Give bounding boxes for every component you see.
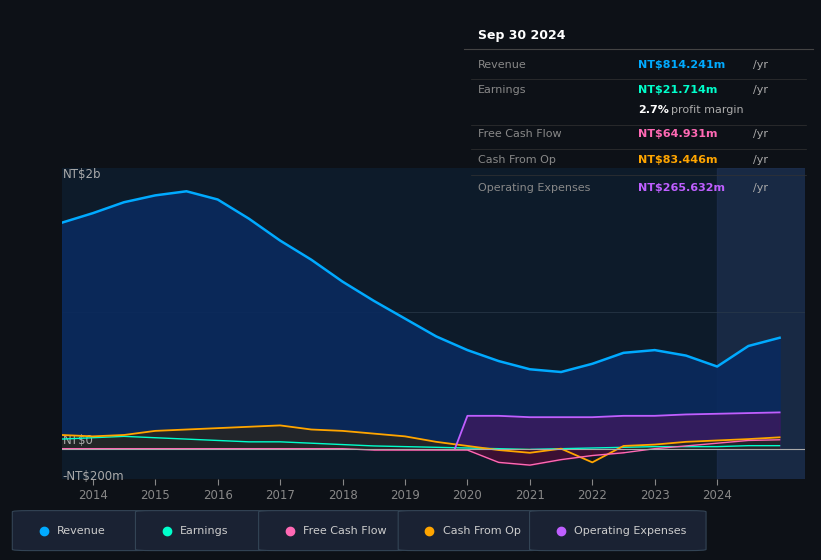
- Text: NT$83.446m: NT$83.446m: [639, 155, 718, 165]
- Text: NT$0: NT$0: [63, 435, 94, 447]
- Text: /yr: /yr: [754, 129, 768, 139]
- Text: profit margin: profit margin: [672, 105, 744, 115]
- Text: /yr: /yr: [754, 59, 768, 69]
- Text: /yr: /yr: [754, 183, 768, 193]
- Text: Earnings: Earnings: [478, 85, 526, 95]
- Text: Cash From Op: Cash From Op: [478, 155, 556, 165]
- Text: Cash From Op: Cash From Op: [443, 526, 521, 535]
- Text: /yr: /yr: [754, 85, 768, 95]
- Text: Free Cash Flow: Free Cash Flow: [303, 526, 387, 535]
- Text: NT$814.241m: NT$814.241m: [639, 59, 726, 69]
- Text: NT$64.931m: NT$64.931m: [639, 129, 718, 139]
- Text: Sep 30 2024: Sep 30 2024: [478, 29, 566, 42]
- Text: Operating Expenses: Operating Expenses: [574, 526, 686, 535]
- Text: Operating Expenses: Operating Expenses: [478, 183, 590, 193]
- Text: Revenue: Revenue: [478, 59, 526, 69]
- Text: Revenue: Revenue: [57, 526, 105, 535]
- Text: NT$265.632m: NT$265.632m: [639, 183, 725, 193]
- Text: 2.7%: 2.7%: [639, 105, 669, 115]
- FancyBboxPatch shape: [530, 511, 706, 550]
- Text: Earnings: Earnings: [180, 526, 228, 535]
- Text: /yr: /yr: [754, 155, 768, 165]
- FancyBboxPatch shape: [398, 511, 542, 550]
- Text: NT$2b: NT$2b: [63, 169, 101, 181]
- FancyBboxPatch shape: [135, 511, 275, 550]
- FancyBboxPatch shape: [259, 511, 410, 550]
- Text: -NT$200m: -NT$200m: [63, 470, 125, 483]
- Text: Free Cash Flow: Free Cash Flow: [478, 129, 562, 139]
- Text: NT$21.714m: NT$21.714m: [639, 85, 718, 95]
- FancyBboxPatch shape: [12, 511, 152, 550]
- Bar: [718, 168, 805, 479]
